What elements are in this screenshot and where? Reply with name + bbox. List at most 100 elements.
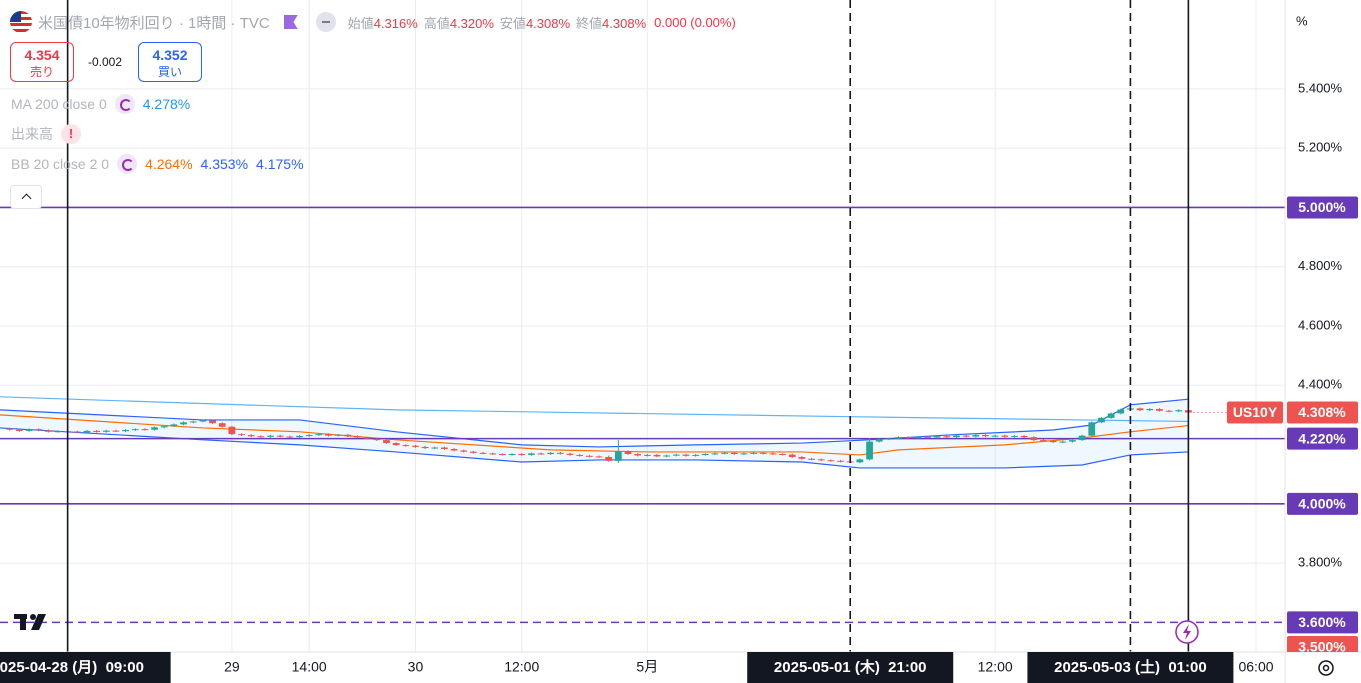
x-tick-label: 12:00: [504, 659, 539, 675]
candle-body: [1117, 409, 1125, 414]
last-price-box: [1287, 401, 1358, 424]
level-label-box: [1287, 611, 1358, 634]
alert-label-clip: 3.500%: [1287, 636, 1358, 655]
settings-icon[interactable]: [1318, 660, 1334, 676]
candle-body: [759, 452, 767, 454]
candle-body: [160, 426, 168, 428]
ohlc-label: 高値: [423, 15, 450, 31]
candle-body: [788, 454, 796, 457]
flag-icon: [10, 11, 32, 33]
x-marker-box: [747, 652, 954, 683]
candle-body: [1165, 410, 1173, 412]
level-label: 5.000%: [1298, 199, 1346, 215]
candle-body: [276, 435, 284, 437]
last-price-label: 4.308%: [1298, 404, 1346, 420]
candle-body: [798, 456, 806, 459]
buy-button[interactable]: 4.352 買い: [138, 42, 202, 82]
candle-body: [634, 454, 642, 456]
candle-body: [895, 437, 902, 439]
candle-body: [779, 454, 786, 456]
ohlc-label: 終値: [576, 15, 603, 31]
buy-label: 買い: [157, 65, 182, 79]
candle-body: [701, 454, 709, 456]
candle-body: [112, 430, 120, 432]
buy-price: 4.352: [152, 47, 188, 63]
x-marker-label: 2025-04-28 (月) 09:00: [0, 659, 144, 676]
candle-body: [1098, 417, 1105, 423]
candle-body: [44, 430, 52, 432]
indicator-name: 出来高: [11, 126, 53, 142]
candle-body: [672, 454, 680, 456]
candle-body: [982, 435, 989, 437]
candle-body: [1088, 422, 1096, 436]
candle-body: [730, 452, 738, 455]
candle-body: [499, 454, 506, 456]
candle-body: [663, 455, 671, 457]
candle-body: [808, 458, 815, 460]
collapse-button[interactable]: [10, 185, 42, 209]
candle-body: [740, 453, 748, 455]
candle-body: [122, 430, 129, 432]
candle-body: [296, 435, 303, 438]
bb-band-fill: [0, 399, 1189, 468]
candle-body: [1011, 435, 1018, 437]
candle-body: [769, 453, 777, 455]
candle-body: [470, 451, 477, 453]
level-label-box: [1287, 492, 1358, 515]
x-marker-label: 2025-05-01 (木) 21:00: [774, 658, 927, 676]
hide-button[interactable]: [315, 12, 336, 32]
candle-body: [344, 434, 352, 437]
candle-body: [315, 434, 323, 436]
candle-body: [1059, 441, 1067, 443]
candle-body: [962, 435, 970, 437]
candle-body: [257, 436, 265, 438]
indicator-alert: !: [61, 124, 81, 144]
candle-body: [25, 429, 33, 431]
indicator-value: 4.175%: [256, 156, 304, 172]
candle-body: [711, 453, 719, 455]
candle-body: [412, 445, 419, 447]
ohlc-label: 安値: [499, 15, 526, 31]
alert-icon[interactable]: [1175, 620, 1199, 644]
candle-body: [692, 454, 700, 456]
candle-body: [566, 453, 574, 455]
candle-body: [1107, 413, 1115, 418]
x-marker-box: [1027, 652, 1234, 683]
alert-label: 3.500%: [1298, 639, 1346, 655]
indicator-name: BB 20 close 2 0: [11, 156, 110, 172]
ohlc-legend: 始値4.316% 高値4.320% 安値4.308% 終値4.308%: [348, 13, 646, 32]
candle-body: [15, 429, 23, 431]
x-tick-label: 14:00: [292, 659, 327, 675]
candle-body: [373, 438, 381, 441]
candle-body: [73, 431, 81, 433]
candle-body: [866, 441, 873, 460]
candle-body: [131, 429, 139, 431]
candle-body: [460, 450, 468, 452]
y-axis: 3.800% 4.400% 4.600% 4.800% 5.200% 5.400% 4.30…: [1227, 80, 1358, 655]
symbol-title[interactable]: 米国債10年物利回り · 1時間 · TVC: [38, 14, 270, 32]
level-label-box: [1287, 427, 1358, 450]
x-axis: 29 14:00 30 12:00 5月 12:00 06:00 2025-04-28 (月)…: [0, 652, 1274, 683]
indicator-settings[interactable]: [117, 154, 138, 174]
x-marker-box: [0, 652, 171, 683]
indicator-name: MA 200 close 0: [11, 96, 107, 112]
sell-button[interactable]: 4.354 売り: [10, 42, 74, 82]
candle-body: [904, 437, 912, 439]
candle-body: [943, 436, 951, 438]
candle-body: [827, 460, 835, 462]
candle-body: [1156, 408, 1163, 411]
flag-marker[interactable]: [283, 15, 298, 29]
indicator-row: BB 20 close 2 0 4.264% 4.353% 4.175%: [11, 152, 304, 176]
indicator-line: [0, 398, 1189, 448]
candle-body: [209, 420, 216, 424]
x-tick-label: 06:00: [1238, 659, 1273, 675]
indicator-row: MA 200 close 0 4.278%: [11, 92, 190, 116]
candle-body: [837, 460, 844, 462]
candle-body: [924, 436, 931, 438]
y-tick-label: 4.800%: [1298, 258, 1343, 273]
candle-body: [431, 447, 439, 449]
indicator-settings[interactable]: [114, 94, 135, 114]
plot-area: [0, 0, 1285, 652]
candle-body: [875, 439, 883, 442]
